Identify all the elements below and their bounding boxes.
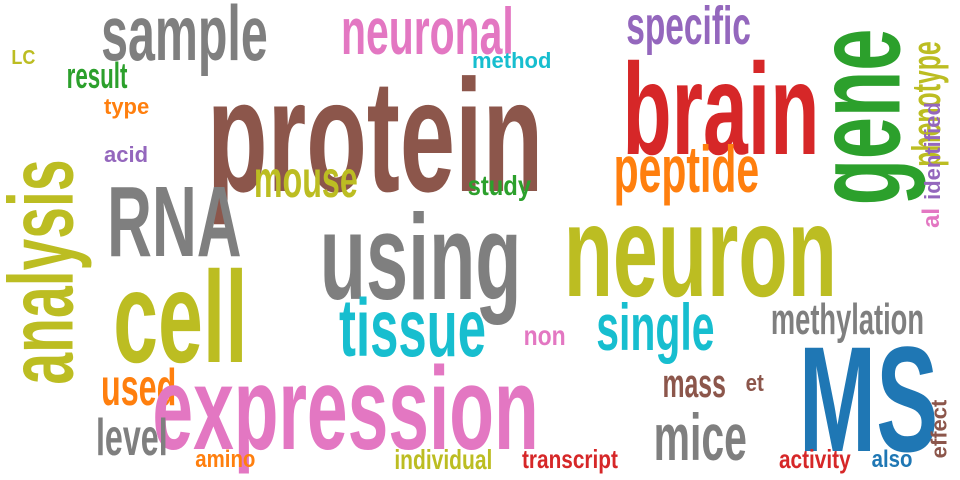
- word-study: study: [467, 170, 532, 201]
- word-expression: expression: [152, 343, 539, 475]
- word-level: level: [95, 409, 168, 467]
- word-et: et: [745, 370, 764, 397]
- word-also: also: [871, 446, 913, 473]
- word-sample: sample: [101, 0, 268, 77]
- word-neuron: neuron: [563, 178, 837, 324]
- word-neuronal: neuronal: [340, 0, 514, 68]
- word-acid: acid: [104, 142, 149, 167]
- word-type: type: [104, 94, 150, 119]
- word-ms: MS: [798, 315, 939, 480]
- word-peptide: peptide: [613, 132, 760, 206]
- word-non: non: [523, 320, 566, 351]
- word-cell: cell: [113, 244, 248, 390]
- word-method: method: [472, 48, 552, 73]
- word-al: al: [918, 207, 946, 229]
- word-individual: individual: [394, 444, 493, 475]
- word-used: used: [101, 359, 177, 417]
- word-analysis: analysis: [0, 159, 93, 385]
- word-amino: amino: [195, 446, 256, 473]
- word-single: single: [596, 290, 715, 364]
- word-effect: effect: [926, 399, 952, 459]
- word-rna: RNA: [107, 166, 242, 278]
- word-identified: identified: [919, 102, 945, 200]
- word-activity: activity: [778, 444, 851, 474]
- word-transcript: transcript: [521, 444, 618, 474]
- word-using: using: [319, 189, 522, 325]
- word-mice: mice: [653, 400, 747, 474]
- word-mass: mass: [662, 362, 726, 406]
- word-protein: protein: [207, 46, 544, 225]
- word-lc: LC: [11, 47, 36, 69]
- word-brain: brain: [622, 36, 820, 182]
- word-specific: specific: [626, 0, 751, 56]
- word-result: result: [66, 55, 128, 96]
- word-methylation: methylation: [770, 295, 925, 344]
- word-tissue: tissue: [339, 283, 486, 374]
- word-mouse: mouse: [253, 151, 358, 209]
